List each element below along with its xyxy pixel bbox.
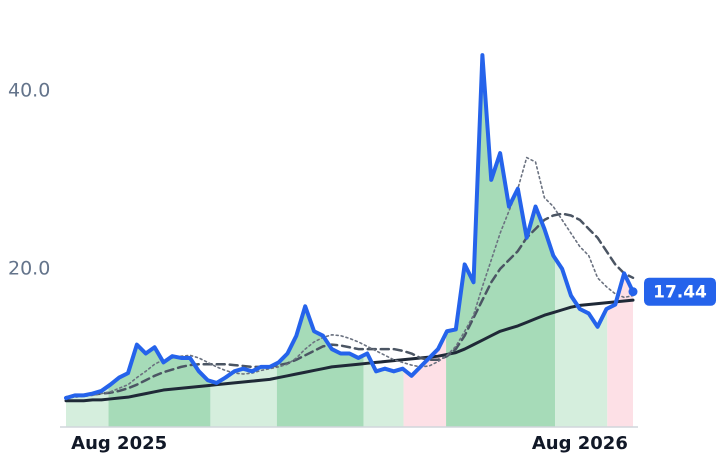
series-line	[64, 53, 635, 401]
region-area	[276, 306, 364, 427]
series-line	[65, 156, 634, 399]
region-area	[446, 55, 556, 427]
value-badge	[644, 277, 716, 306]
value-badge-label: 17.44	[653, 283, 707, 303]
region-area	[555, 258, 608, 427]
y-tick-label: 20.0	[8, 257, 50, 279]
region-area	[607, 273, 633, 427]
series-line	[64, 212, 635, 399]
y-tick-label: 40.0	[8, 79, 50, 101]
series-line	[64, 298, 635, 403]
x-tick-label: Aug 2026	[532, 433, 628, 454]
last-point	[628, 287, 638, 297]
x-tick-label: Aug 2025	[71, 433, 167, 454]
